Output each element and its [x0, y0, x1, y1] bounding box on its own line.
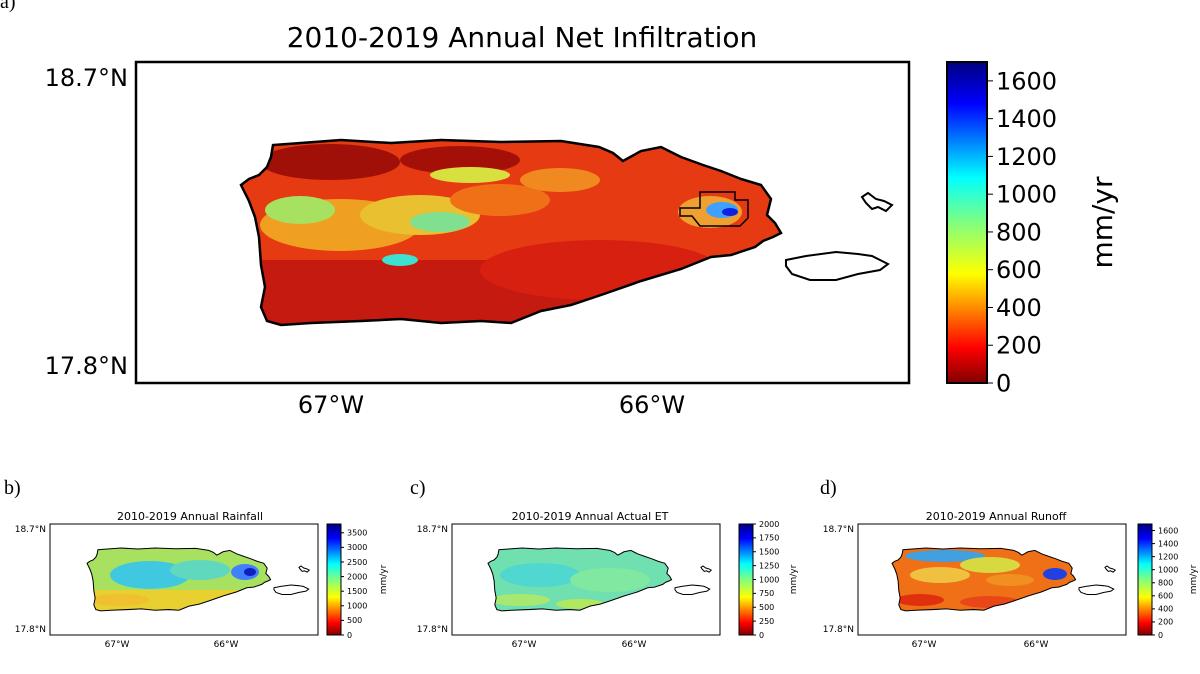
lat-tick-bottom-c: 17.8°N: [417, 625, 448, 635]
colorbar-tick-label: 800: [996, 218, 1042, 246]
colorbar-tick-label: 400: [1158, 605, 1173, 614]
lat-tick-top-d: 18.7°N: [823, 525, 854, 535]
colorbar-tick-label: 600: [996, 256, 1042, 284]
colorbar-label: mm/yr: [1189, 564, 1199, 594]
lon-tick-left-c: 67°W: [512, 640, 537, 650]
colorbar-tick-label: 1500: [347, 587, 367, 596]
colorbar-tick-label: 1000: [347, 602, 367, 611]
colorbar-tick-label: 1600: [996, 67, 1057, 95]
raster-c: [488, 548, 672, 611]
colorbar-tick-label: 1250: [759, 561, 779, 570]
lat-tick-top-b: 18.7°N: [15, 525, 46, 535]
colorbar-tick-label: 0: [996, 369, 1011, 397]
lat-tick-bottom-d: 17.8°N: [823, 625, 854, 635]
colorbar-tick-label: 0: [759, 631, 764, 640]
colorbar-tick-label: 1400: [996, 105, 1057, 133]
colorbar-ramp: [946, 61, 988, 384]
colorbar-ramp: [738, 523, 754, 636]
lon-tick-left-a: 67°W: [298, 391, 364, 419]
colorbar-a: 0 200 400 600 800 1000 1200 1400 1600 mm/yr: [946, 61, 1119, 397]
lon-tick-right-b: 66°W: [214, 640, 239, 650]
colorbar-label: mm/yr: [1086, 176, 1119, 269]
colorbar-tick-label: 1200: [996, 143, 1057, 171]
lon-tick-right-a: 66°W: [619, 391, 685, 419]
colorbar-tick-label: 3500: [347, 529, 367, 538]
lat-tick-bottom-a: 17.8°N: [45, 352, 128, 380]
lon-tick-right-c: 66°W: [622, 640, 647, 650]
lat-tick-top-c: 18.7°N: [417, 525, 448, 535]
yunque-box-a: [679, 191, 749, 227]
colorbar-tick-label: 200: [996, 332, 1042, 360]
colorbar-tick-label: 1500: [759, 548, 779, 557]
colorbar-tick-label: 2500: [347, 558, 367, 567]
chart-title-a: 2010-2019 Annual Net Infiltration: [287, 21, 758, 54]
colorbar-ramp: [1137, 523, 1153, 636]
colorbar-ramp: [326, 523, 342, 636]
colorbar-tick-label: 1600: [1158, 526, 1178, 535]
lat-tick-bottom-b: 17.8°N: [15, 625, 46, 635]
panel-label-d: d): [820, 477, 837, 499]
colorbar-tick-label: 500: [759, 603, 774, 612]
colorbar-tick-label: 1000: [996, 181, 1057, 209]
colorbar-tick-label: 1200: [1158, 552, 1178, 561]
colorbar-tick-label: 750: [759, 589, 774, 598]
panel-label-a: a): [0, 0, 16, 13]
chart-title-c: 2010-2019 Annual Actual ET: [512, 510, 669, 523]
colorbar-tick-label: 1750: [759, 534, 779, 543]
colorbar-tick-label: 250: [759, 617, 774, 626]
colorbar-label: mm/yr: [789, 564, 799, 594]
colorbar-label: mm/yr: [379, 564, 389, 594]
chart-title-b: 2010-2019 Annual Rainfall: [117, 510, 263, 523]
colorbar-tick-label: 1400: [1158, 539, 1178, 548]
map-area-b: [49, 523, 319, 636]
colorbar-tick-label: 800: [1158, 579, 1173, 588]
colorbar-tick-label: 0: [347, 631, 352, 640]
panel-label-b: b): [4, 477, 21, 499]
colorbar-tick-label: 2000: [347, 572, 367, 581]
lat-tick-top-a: 18.7°N: [45, 64, 128, 92]
colorbar-c: 0 250 500 750 1000 1250 1500 1750 2000 mm/yr: [738, 520, 799, 640]
chart-title-d: 2010-2019 Annual Runoff: [926, 510, 1067, 523]
colorbar-tick-label: 500: [347, 616, 362, 625]
map-area-d: [857, 523, 1127, 636]
colorbar-tick-label: 3000: [347, 543, 367, 552]
map-area-c: [451, 523, 721, 636]
colorbar-tick-label: 400: [996, 294, 1042, 322]
colorbar-tick-label: 2000: [759, 520, 779, 529]
lon-tick-left-d: 67°W: [912, 640, 937, 650]
lon-tick-left-b: 67°W: [105, 640, 130, 650]
colorbar-tick-label: 1000: [1158, 566, 1178, 575]
colorbar-tick-label: 1000: [759, 575, 779, 584]
colorbar-b: 0 500 1000 1500 2000 2500 3000 3500 mm/yr: [326, 523, 389, 640]
panel-label-c: c): [410, 477, 426, 499]
colorbar-tick-label: 600: [1158, 592, 1173, 601]
colorbar-tick-label: 0: [1158, 631, 1163, 640]
lon-tick-right-d: 66°W: [1024, 640, 1049, 650]
colorbar-tick-label: 200: [1158, 618, 1173, 627]
map-area-a: [134, 60, 911, 385]
colorbar-d: 0 200 400 600 800 1000 1200 1400 1600 mm/yr: [1137, 523, 1199, 640]
